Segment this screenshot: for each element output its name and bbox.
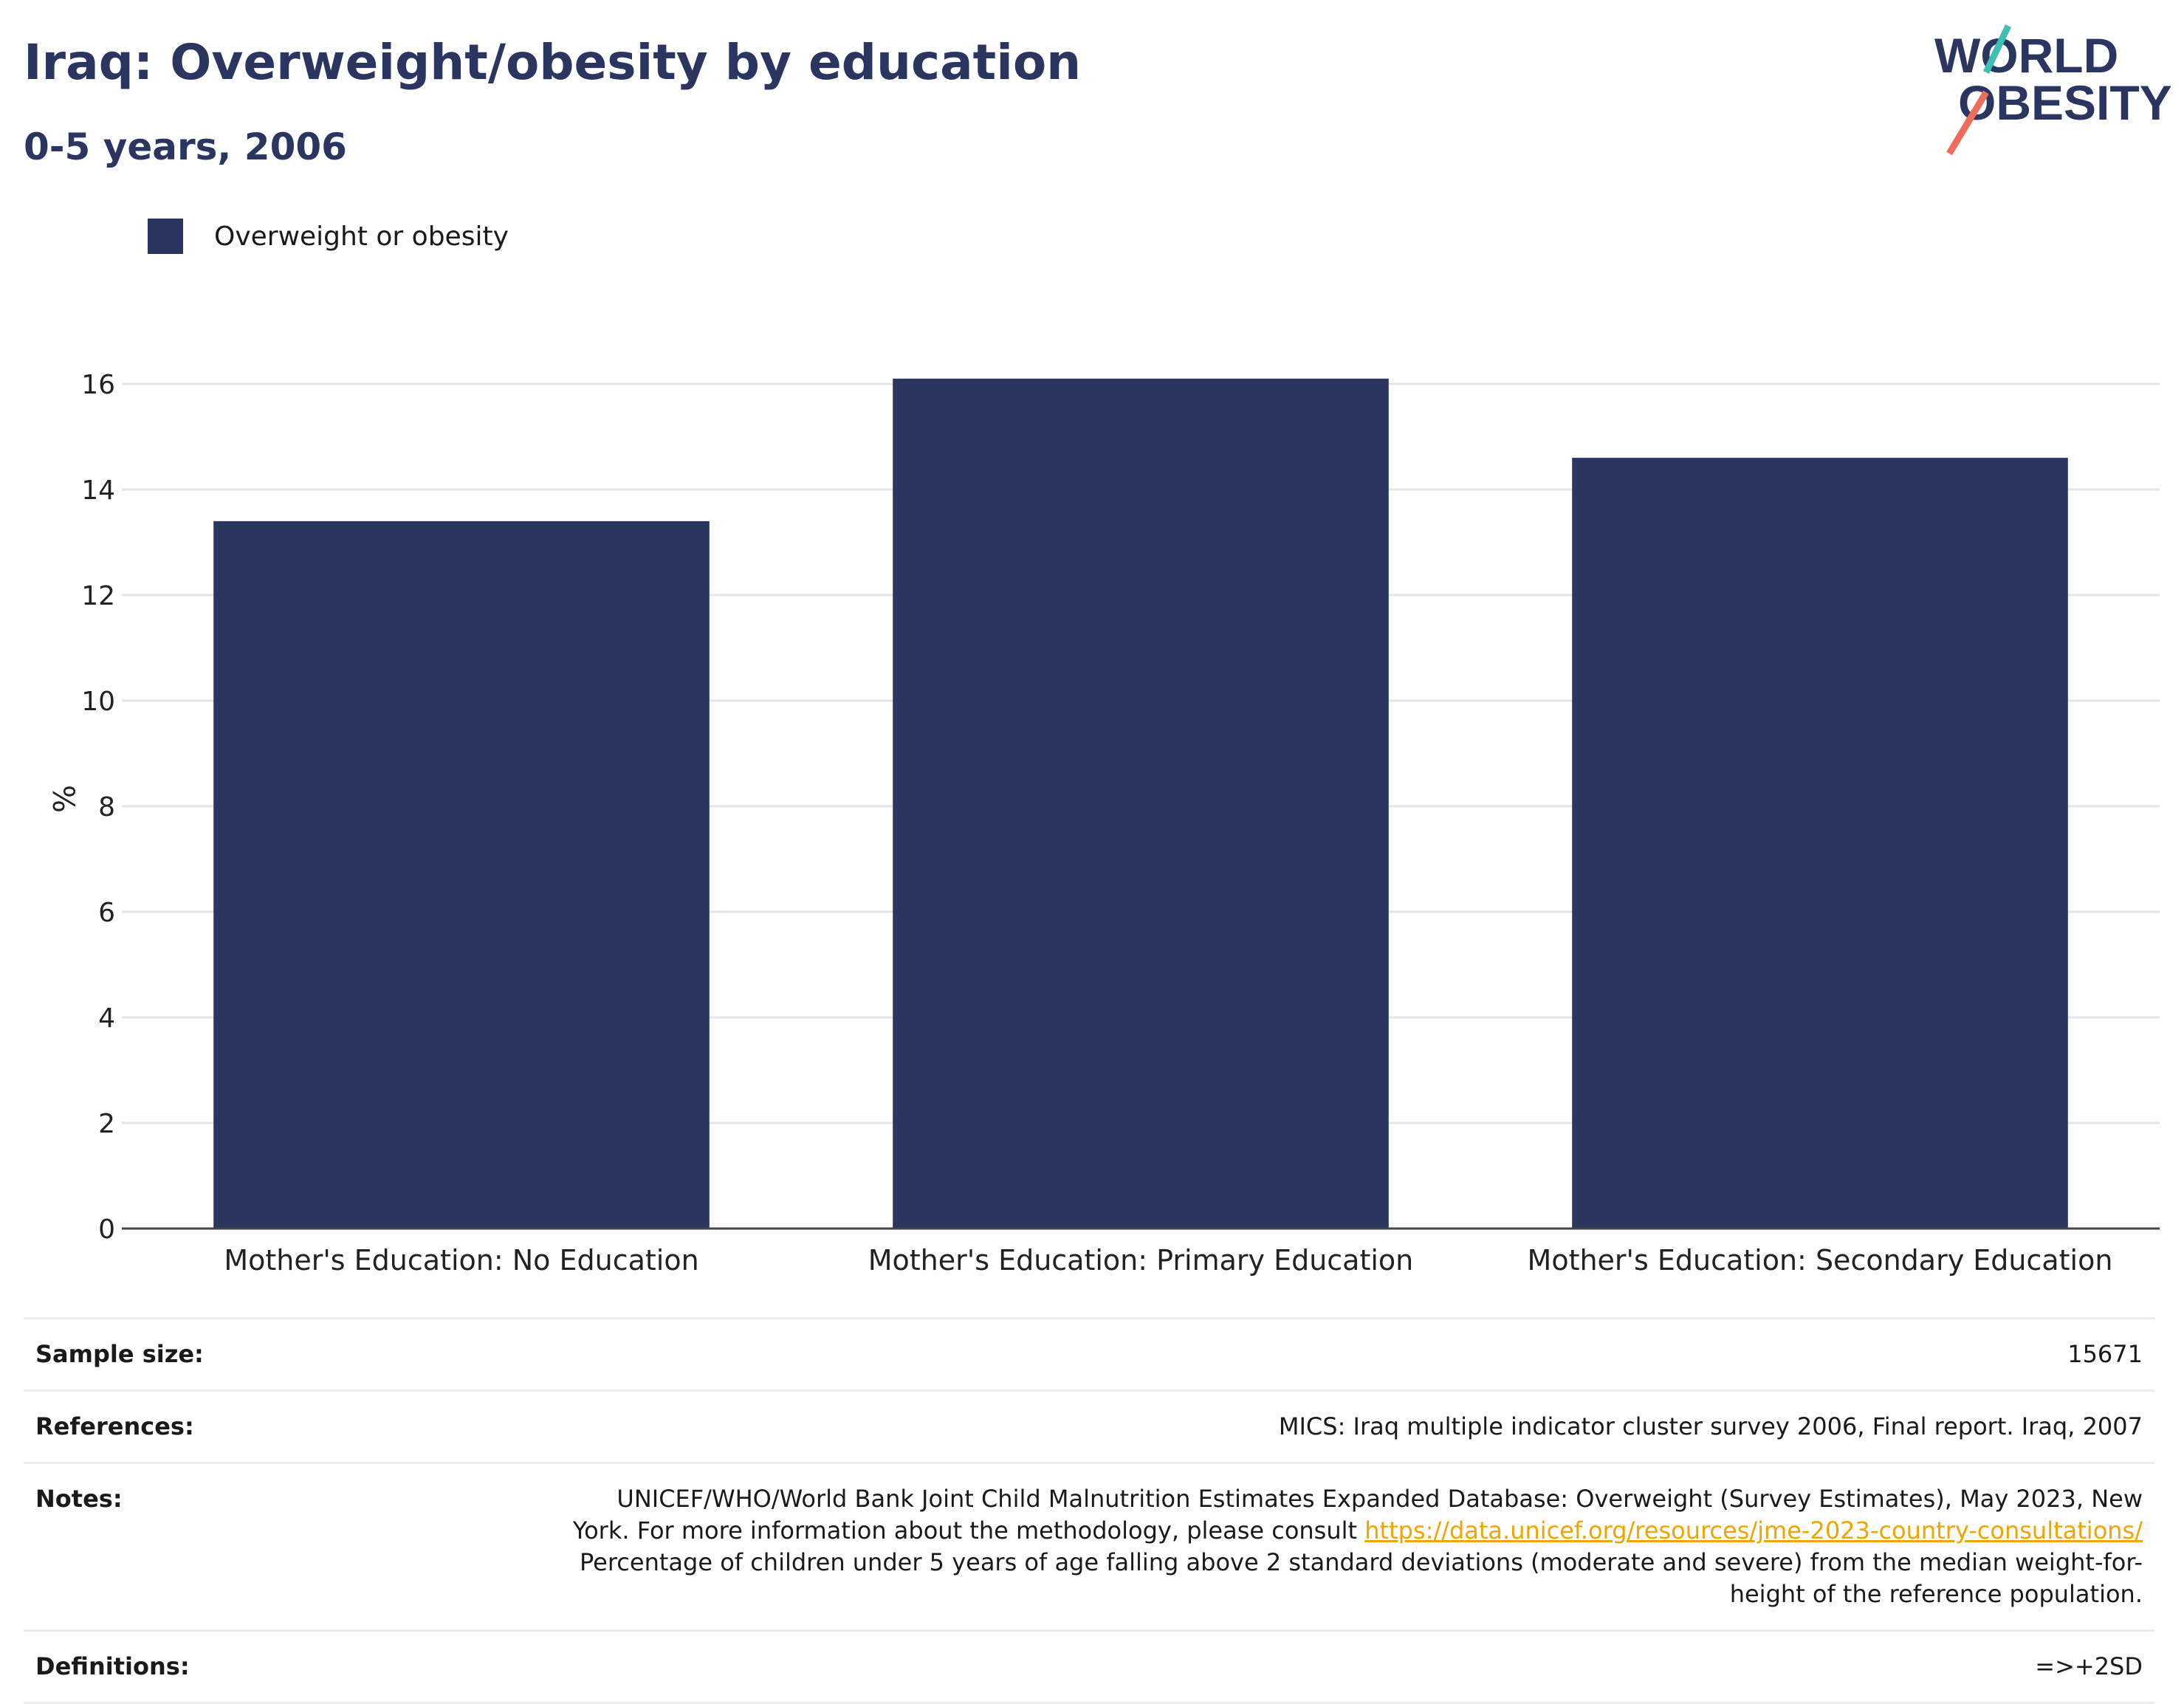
sample-size-row: Sample size: 15671 [24,1317,2154,1389]
logo-text-obesity: OBESITY [1958,75,2171,130]
notes-row: Notes: UNICEF/WHO/World Bank Joint Child… [24,1462,2154,1629]
sample-size-value: 15671 [2067,1340,2143,1368]
x-tick-label: Mother's Education: Primary Education [868,1244,1414,1277]
references-value: MICS: Iraq multiple indicator cluster su… [1278,1412,2143,1440]
y-tick-label: 16 [81,370,115,400]
bar [1572,458,2068,1229]
logo-slash-coral [1946,90,1989,155]
x-tick-label: Mother's Education: Secondary Education [1528,1244,2113,1277]
x-tick-label: Mother's Education: No Education [224,1244,698,1277]
bar [893,378,1389,1229]
bar-chart: 0 2 4 6 8 10 12 14 16% Mother's Education: No Edu… [46,370,2160,1277]
y-tick-label: 2 [98,1109,115,1139]
references-label: References: [35,1412,194,1440]
sample-size-label: Sample size: [35,1340,204,1368]
page-title: Iraq: Overweight/obesity by education [24,34,1082,91]
definitions-value: =>+2SD [2035,1652,2143,1680]
y-axis-label: % [46,785,80,813]
world-obesity-logo: WORLD OBESITY [1934,24,2171,155]
y-tick-label: 8 [98,792,115,822]
logo-text-world: WORLD [1934,28,2118,83]
y-tick-label: 4 [98,1003,115,1034]
bar [213,521,710,1229]
definitions-row: Definitions: =>+2SD [24,1629,2154,1704]
logo-slash-teal [1982,24,2012,74]
y-tick-label: 6 [98,898,115,928]
notes-label: Notes: [35,1485,123,1513]
info-table: Sample size: 15671 References: MICS: Ira… [24,1317,2154,1704]
notes-value: UNICEF/WHO/World Bank Joint Child Malnut… [563,1483,2143,1610]
legend-swatch [148,219,183,254]
chart-legend[interactable]: Overweight or obesity [148,219,509,254]
definitions-label: Definitions: [35,1652,190,1680]
y-tick-label: 0 [98,1215,115,1245]
notes-text-2: Percentage of children under 5 years of … [580,1548,2143,1608]
y-tick-label: 12 [81,581,115,611]
notes-text: UNICEF/WHO/World Bank Joint Child Malnut… [572,1485,2143,1545]
y-tick-label: 14 [81,475,115,506]
references-row: References: MICS: Iraq multiple indicato… [24,1389,2154,1462]
page-subtitle: 0-5 years, 2006 [24,126,347,168]
y-tick-label: 10 [81,687,115,717]
legend-label: Overweight or obesity [214,221,509,252]
notes-link[interactable]: https://data.unicef.org/resources/jme-20… [1364,1516,2143,1545]
